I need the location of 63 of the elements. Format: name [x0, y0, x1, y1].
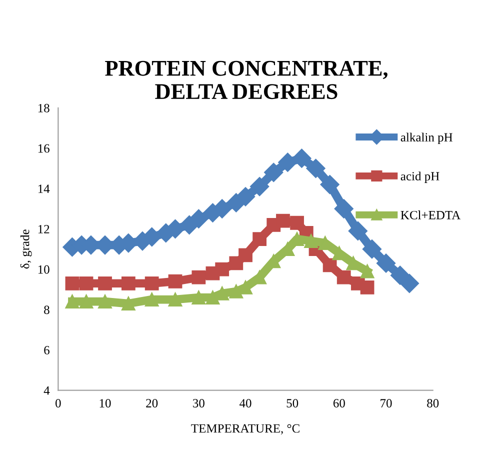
- y-tick-label: 6: [44, 346, 50, 354]
- y-tick-label: 18: [38, 104, 50, 112]
- point: [144, 292, 159, 306]
- y-axis-title: δ, grade: [20, 230, 32, 269]
- x-axis-title: TEMPERATURE, °C: [191, 424, 300, 434]
- x-tick-label: 40: [240, 399, 252, 408]
- point: [360, 280, 374, 294]
- point: [121, 276, 136, 290]
- y-tick-label: 4: [44, 386, 50, 395]
- point: [252, 232, 267, 246]
- point: [376, 254, 396, 273]
- point: [292, 148, 312, 168]
- y-tick-label: 16: [38, 144, 50, 153]
- x-tick-label: 50: [286, 399, 298, 408]
- point: [238, 248, 252, 262]
- point: [334, 199, 354, 218]
- point: [98, 294, 112, 308]
- point: [192, 270, 206, 284]
- point: [79, 276, 94, 290]
- point: [192, 290, 206, 304]
- point: [189, 209, 208, 228]
- point: [320, 175, 340, 194]
- chart-title: PROTEIN CONCENTRATE, DELTA DEGREES: [105, 60, 388, 100]
- point: [276, 214, 290, 228]
- point: [79, 294, 94, 308]
- point: [348, 221, 368, 240]
- point: [250, 177, 270, 196]
- point: [65, 276, 80, 290]
- y-tick-label: 10: [38, 265, 50, 274]
- point: [322, 258, 337, 272]
- point: [215, 262, 230, 276]
- y-tick-label: 8: [44, 306, 50, 314]
- point: [362, 240, 382, 259]
- legend-label: KCl+EDTA: [400, 210, 461, 220]
- x-tick-label: 0: [56, 399, 61, 408]
- point: [65, 294, 80, 308]
- point: [98, 276, 112, 290]
- point: [264, 162, 284, 182]
- legend-label: alkalin pH: [400, 132, 452, 144]
- x-tick-label: 30: [193, 399, 204, 408]
- point: [236, 187, 256, 206]
- y-tick-label: 12: [38, 224, 50, 234]
- point: [400, 274, 419, 293]
- point: [304, 234, 318, 248]
- point: [144, 276, 159, 290]
- point: [278, 152, 298, 172]
- point: [168, 274, 182, 288]
- point: [360, 264, 374, 278]
- x-tick-label: 20: [146, 399, 158, 408]
- point: [390, 266, 410, 285]
- point: [229, 284, 244, 298]
- x-tick-label: 70: [380, 399, 392, 408]
- point: [206, 290, 220, 304]
- point: [306, 158, 326, 178]
- y-tick-label: 14: [38, 184, 50, 193]
- point: [290, 216, 304, 230]
- x-tick-label: 60: [333, 399, 345, 408]
- x-tick-label: 80: [427, 399, 439, 408]
- x-tick-label: 10: [100, 399, 111, 408]
- point: [336, 270, 351, 284]
- legend-label: acid pH: [400, 172, 440, 183]
- point: [168, 292, 182, 306]
- point: [121, 296, 136, 311]
